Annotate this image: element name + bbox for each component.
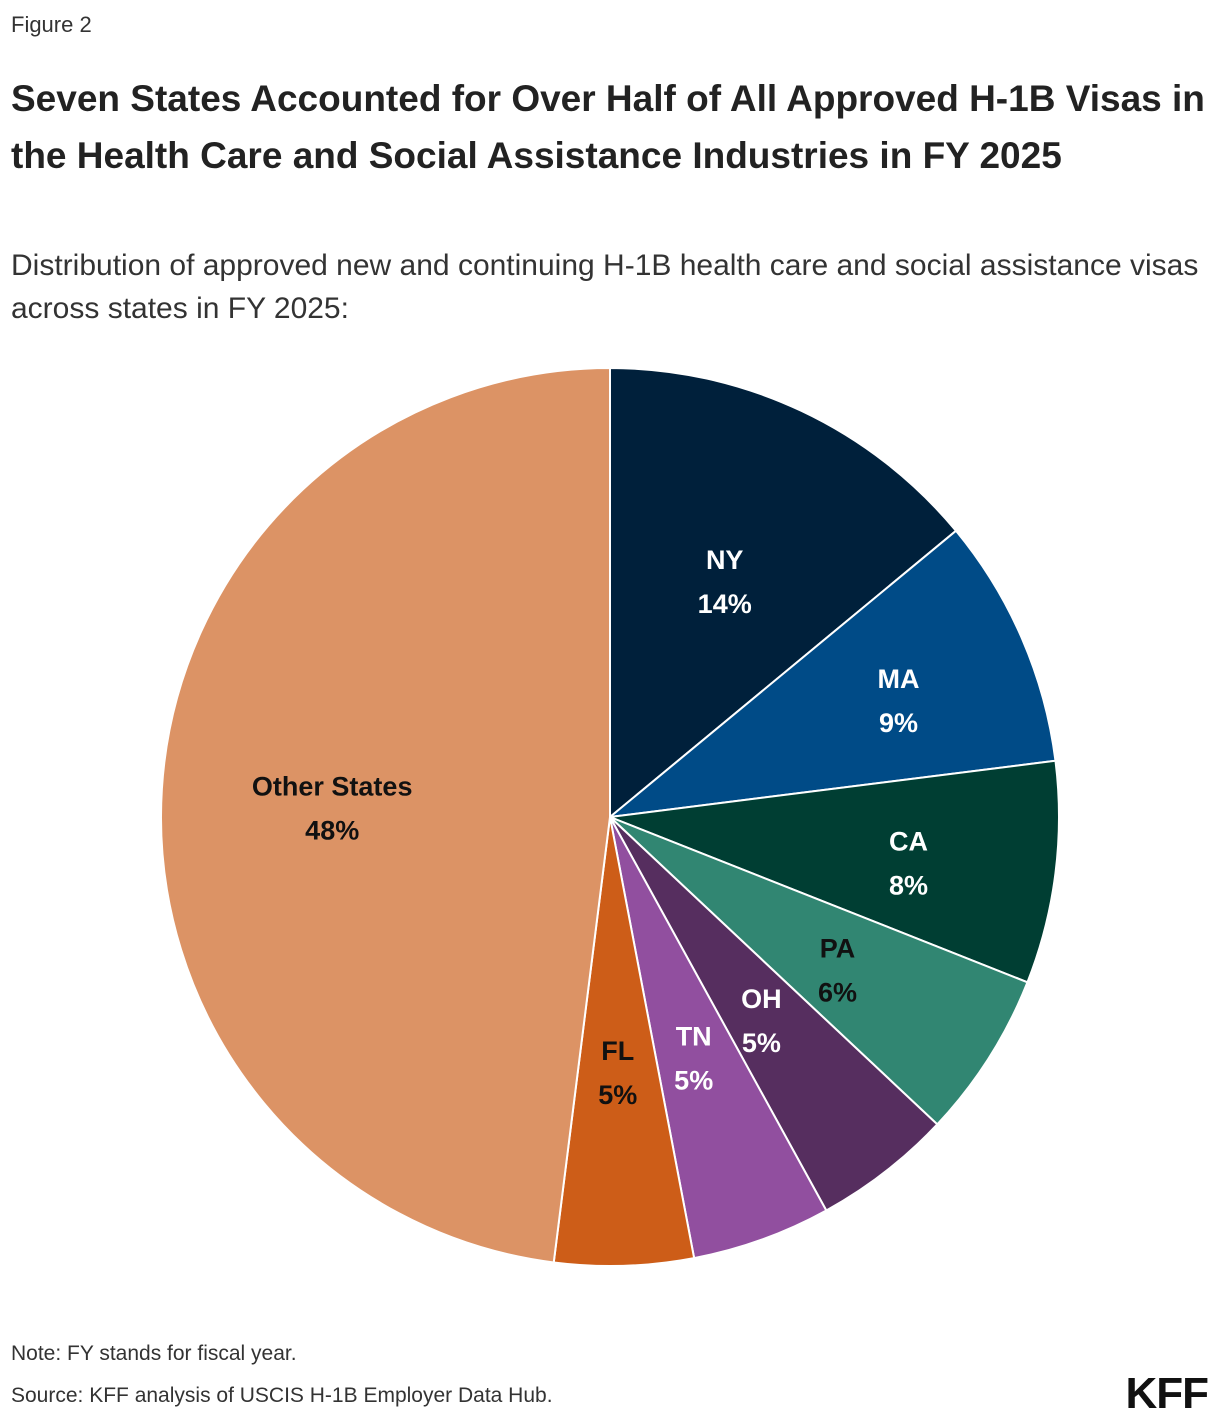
slice-category-label: MA <box>878 664 920 694</box>
slice-label-ny: NY 14% <box>698 545 752 619</box>
slice-value-label: 8% <box>889 871 928 901</box>
slice-category-label: Other States <box>252 772 413 802</box>
slice-label-fl: FL 5% <box>598 1036 637 1110</box>
slice-category-label: FL <box>601 1036 634 1066</box>
slice-category-label: CA <box>889 827 928 857</box>
slice-value-label: 48% <box>305 816 359 846</box>
pie-slice-ma <box>606 529 1057 819</box>
figure-label: Figure 2 <box>11 12 92 37</box>
pie-slice-pa <box>609 816 1029 1126</box>
slice-category-label: OH <box>741 984 782 1014</box>
kff-logo: KFF <box>1125 1369 1209 1418</box>
chart-note: Note: FY stands for fiscal year. <box>11 1342 297 1365</box>
slice-label-pa: PA 6% <box>818 933 857 1007</box>
slice-label-other-states: Other States 48% <box>252 772 413 846</box>
chart-subtitle: Distribution of approved new and continu… <box>11 249 1199 325</box>
slice-label-ca: CA 8% <box>889 827 928 901</box>
slice-value-label: 9% <box>879 708 918 738</box>
pie-slice-other-states <box>160 366 611 1264</box>
pie-slice-ca <box>609 759 1060 984</box>
slice-value-label: 14% <box>698 589 752 619</box>
slice-category-label: PA <box>820 933 856 963</box>
pie-labels: NY 14% MA 9% CA 8% PA 6% OH 5% TN 5% FL 5% Other State… <box>252 545 928 1110</box>
slice-value-label: 5% <box>674 1065 713 1095</box>
slice-value-label: 5% <box>742 1028 781 1058</box>
chart-source: Source: KFF analysis of USCIS H-1B Emplo… <box>11 1384 553 1407</box>
slice-value-label: 6% <box>818 977 857 1007</box>
slice-category-label: TN <box>676 1021 712 1051</box>
chart-title: Seven States Accounted for Over Half of … <box>11 78 1205 176</box>
slice-label-ma: MA 9% <box>878 664 920 738</box>
slice-label-oh: OH 5% <box>741 984 782 1058</box>
slice-label-tn: TN 5% <box>674 1021 713 1095</box>
slice-value-label: 5% <box>598 1080 637 1110</box>
pie-slice-ny <box>609 366 958 820</box>
pie-slices <box>160 366 1060 1267</box>
slice-category-label: NY <box>706 545 744 575</box>
